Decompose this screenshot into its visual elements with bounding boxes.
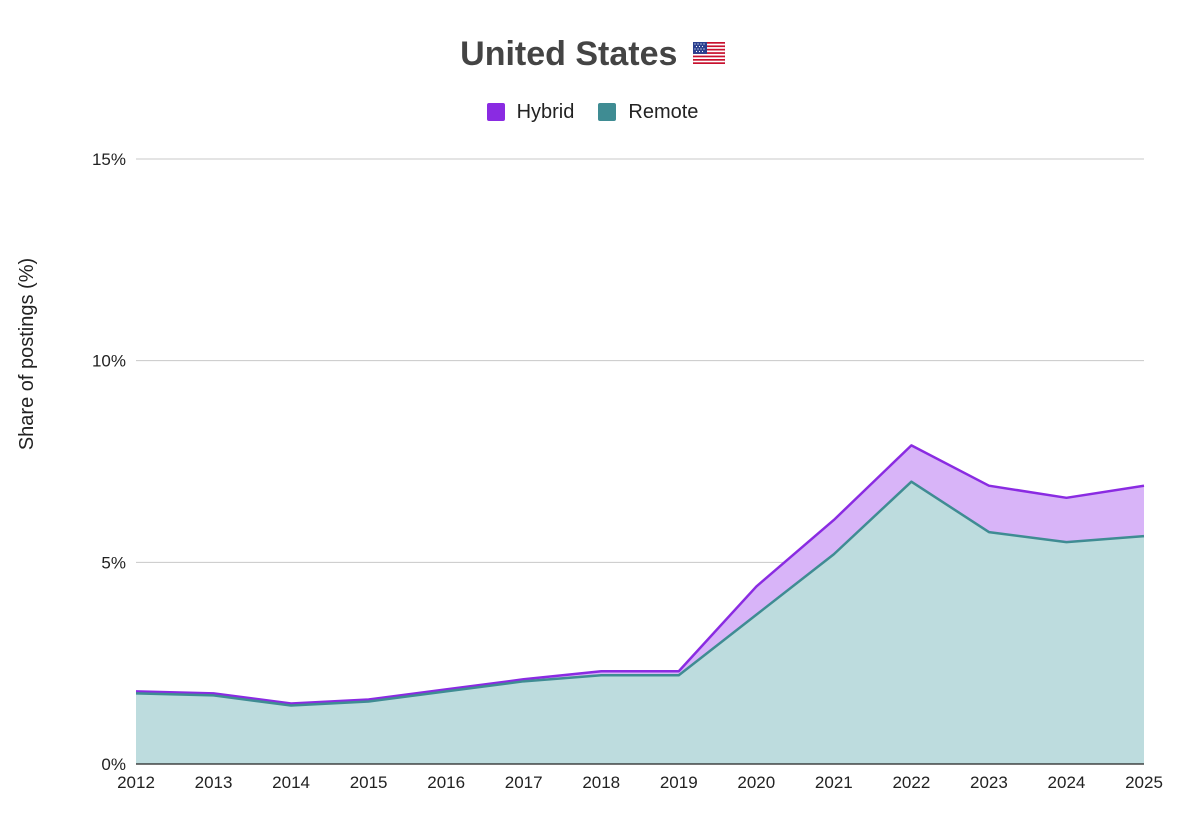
legend-label-remote: Remote bbox=[628, 101, 699, 123]
us-flag-icon bbox=[692, 42, 725, 65]
x-tick-label-2021: 2021 bbox=[815, 773, 853, 792]
y-tick-label-10: 10% bbox=[92, 352, 126, 371]
chart-legend: Hybrid Remote bbox=[0, 98, 1185, 126]
line-hybrid bbox=[135, 444, 1145, 705]
x-tick-label-2025: 2025 bbox=[1125, 773, 1163, 792]
x-tick-label-2016: 2016 bbox=[427, 773, 465, 792]
y-tick-label-5: 5% bbox=[101, 553, 126, 572]
legend-label-hybrid: Hybrid bbox=[516, 101, 575, 123]
x-tick-label-2014: 2014 bbox=[272, 773, 310, 792]
chart-title: United States bbox=[0, 32, 1185, 76]
legend-swatch-remote bbox=[598, 103, 617, 121]
x-tick-label-2022: 2022 bbox=[892, 773, 930, 792]
x-tick-label-2015: 2015 bbox=[350, 773, 388, 792]
line-remote bbox=[135, 480, 1145, 707]
series-lines bbox=[135, 444, 1145, 707]
x-tick-label-2013: 2013 bbox=[195, 773, 233, 792]
x-tick-label-2020: 2020 bbox=[737, 773, 775, 792]
legend-swatch-hybrid bbox=[486, 103, 505, 121]
x-tick-label-2023: 2023 bbox=[970, 773, 1008, 792]
x-tick-label-2012: 2012 bbox=[117, 773, 155, 792]
x-tick-label-2017: 2017 bbox=[505, 773, 543, 792]
stacked-areas bbox=[136, 445, 1144, 764]
axes: 0% 5% 10% 15% 2012 2013 2014 2015 2016 2017 2018 20… bbox=[92, 150, 1163, 792]
legend-item-hybrid[interactable]: Hybrid bbox=[486, 98, 575, 126]
area-remote bbox=[136, 481, 1144, 764]
x-tick-label-2024: 2024 bbox=[1048, 773, 1086, 792]
legend-item-remote[interactable]: Remote bbox=[598, 98, 698, 126]
x-tick-label-2019: 2019 bbox=[660, 773, 698, 792]
y-tick-label-0: 0% bbox=[101, 755, 126, 774]
x-tick-label-2018: 2018 bbox=[582, 773, 620, 792]
chart-title-text: United States bbox=[460, 35, 678, 73]
y-axis-title: Share of postings (%) bbox=[16, 258, 38, 450]
y-tick-label-15: 15% bbox=[92, 150, 126, 169]
